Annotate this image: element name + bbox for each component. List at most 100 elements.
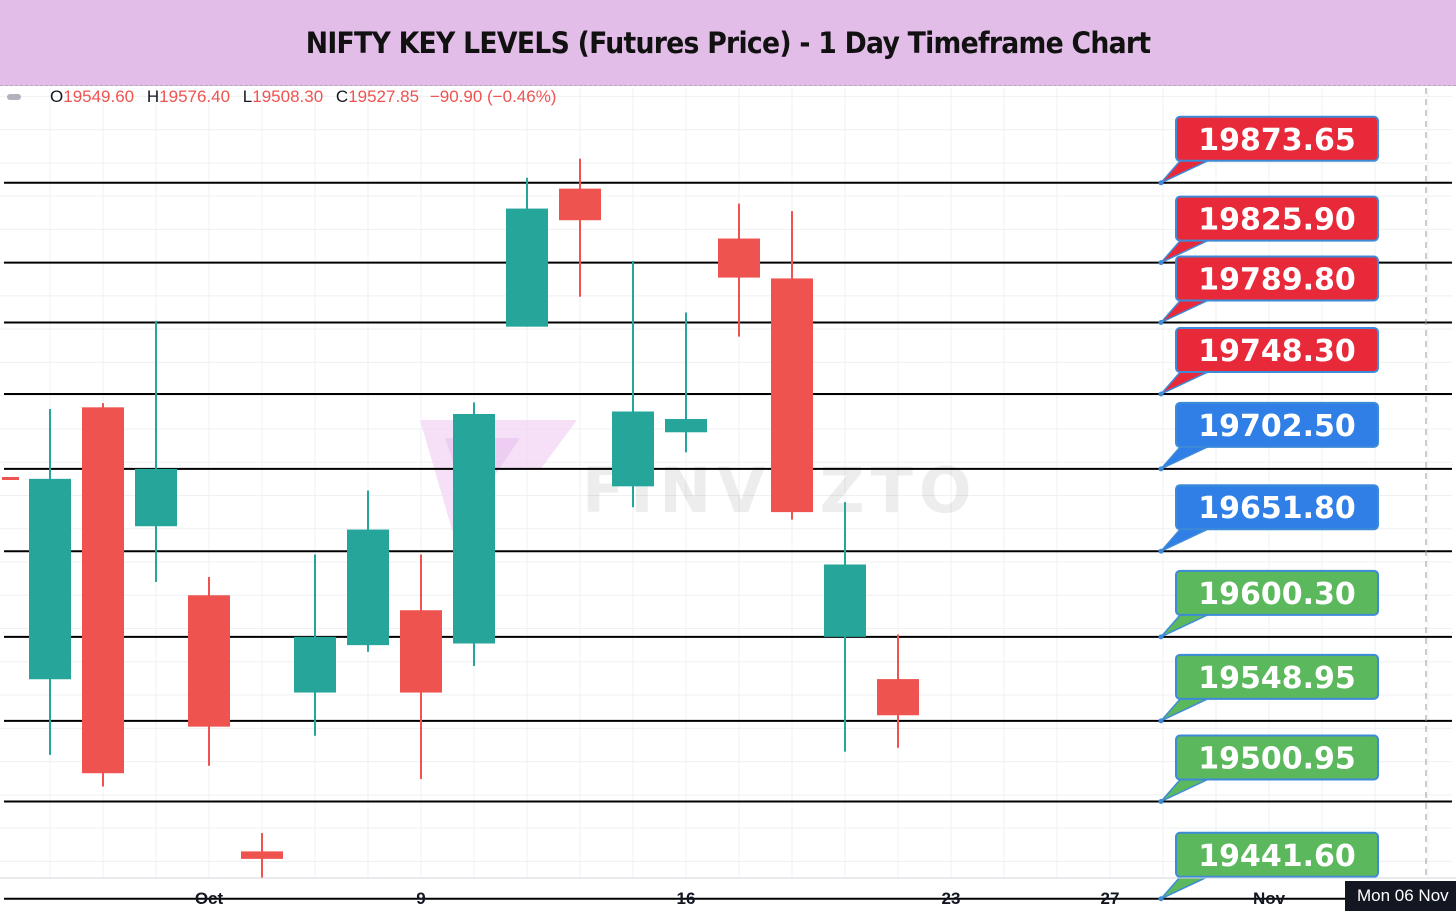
- ohlc-close-value: 19527.85: [348, 87, 420, 106]
- key-level-anchor: [1158, 896, 1164, 902]
- candle: [506, 177, 548, 327]
- key-level-tag: 19651.80: [1158, 484, 1379, 554]
- key-level-tag: 19825.90: [1158, 195, 1379, 266]
- key-level-tag: 19789.80: [1158, 255, 1379, 326]
- key-level-tag-pointer: [1160, 444, 1213, 470]
- candle: [400, 554, 442, 780]
- key-level-tag-pointer: [1160, 526, 1213, 552]
- key-level-value: 19789.80: [1198, 263, 1356, 298]
- grid-lines: [0, 88, 1452, 878]
- x-tick-label: 9: [416, 889, 425, 908]
- price-marker: [2, 477, 19, 480]
- chart-title: NIFTY KEY LEVELS (Futures Price) - 1 Day…: [305, 26, 1151, 60]
- candle: [559, 158, 601, 297]
- ohlc-low-label: L: [242, 87, 253, 106]
- key-level-anchor: [1158, 466, 1164, 472]
- key-level-anchor: [1158, 391, 1164, 397]
- key-level-tag: 19500.95: [1158, 734, 1379, 804]
- title-bar: NIFTY KEY LEVELS (Futures Price) - 1 Day…: [0, 0, 1456, 86]
- ohlc-change-value: −90.90 (−0.46%): [429, 87, 557, 106]
- ohlc-high-value: 19576.40: [159, 87, 231, 106]
- x-tick-label: 27: [1101, 889, 1120, 908]
- candles: [29, 158, 919, 878]
- x-tick-label: Oct: [195, 889, 224, 908]
- key-level-anchor: [1158, 320, 1164, 326]
- crosshair-date-label: Mon 06 Nov: [1345, 881, 1456, 911]
- watermark: FINVEZTO: [420, 420, 972, 540]
- candle: [241, 833, 283, 878]
- key-level-anchor: [1158, 260, 1164, 266]
- candle: [665, 312, 707, 453]
- candle-body: [82, 407, 124, 774]
- key-level-tag: 19702.50: [1158, 401, 1379, 472]
- key-level-value: 19500.95: [1198, 741, 1356, 776]
- key-level-tag-box: [1175, 734, 1379, 781]
- key-level-tag-box: [1175, 327, 1379, 374]
- key-level-tag-box: [1175, 195, 1379, 242]
- candle-body: [506, 208, 548, 327]
- candle: [29, 408, 71, 755]
- candle: [347, 490, 389, 652]
- key-level-tags: 19873.65 19825.90 19789.80 19748.30 19702.50…: [1158, 115, 1379, 902]
- ohlc-low-value: 19508.30: [252, 87, 324, 106]
- candle: [771, 211, 813, 520]
- key-level-tag: 19441.60: [1158, 831, 1379, 902]
- candle-body: [241, 851, 283, 859]
- key-level-value: 19748.30: [1198, 334, 1356, 369]
- candle: [718, 203, 760, 337]
- candle-body: [771, 278, 813, 513]
- ohlc-legend: O19549.60 H19576.40 L19508.30 C19527.85 …: [50, 86, 556, 108]
- candle: [82, 403, 124, 787]
- key-level-value: 19548.95: [1198, 661, 1356, 696]
- key-level-anchor: [1158, 634, 1164, 640]
- x-tick-label: Nov: [1253, 889, 1286, 908]
- key-level-tag-box: [1175, 115, 1379, 162]
- key-level-tag-box: [1175, 653, 1379, 700]
- ohlc-close-label: C: [335, 87, 349, 106]
- key-level-tag: 19600.30: [1158, 569, 1379, 640]
- candle-body: [718, 238, 760, 278]
- key-level-tag-pointer: [1160, 369, 1213, 395]
- candle-body: [559, 188, 601, 221]
- key-level-tag-box: [1175, 831, 1379, 878]
- x-axis: Oct 9 16 23 27 Nov: [195, 889, 1286, 908]
- candle-body: [29, 478, 71, 680]
- key-level-tag-box: [1175, 255, 1379, 302]
- key-level-tag-box: [1175, 401, 1379, 448]
- key-level-value: 19651.80: [1198, 491, 1356, 526]
- x-tick-label: 23: [942, 889, 961, 908]
- key-level-tag-pointer: [1160, 776, 1213, 803]
- candle-body: [824, 564, 866, 637]
- ohlc-high-label: H: [146, 87, 160, 106]
- ohlc-open-value: 19549.60: [63, 87, 135, 106]
- key-level-value: 19825.90: [1198, 203, 1356, 238]
- ohlc-open-label: O: [50, 87, 64, 106]
- key-level-value: 19441.60: [1198, 839, 1356, 874]
- candle-body: [453, 413, 495, 644]
- candle-body: [188, 595, 230, 727]
- candle: [612, 260, 654, 508]
- key-level-tag: 19873.65: [1158, 115, 1379, 186]
- key-level-tag-pointer: [1160, 297, 1213, 324]
- key-level-tag: 19748.30: [1158, 327, 1379, 397]
- candle: [877, 634, 919, 748]
- key-level-anchor: [1158, 180, 1164, 186]
- candle: [824, 502, 866, 752]
- candle-body: [135, 468, 177, 527]
- candle: [294, 554, 336, 736]
- key-level-value: 19702.50: [1198, 409, 1356, 444]
- candle-body: [347, 529, 389, 646]
- key-level-anchor: [1158, 548, 1164, 554]
- key-level-tag: 19548.95: [1158, 653, 1379, 724]
- key-level-value: 19600.30: [1198, 577, 1356, 612]
- key-level-tag-box: [1175, 484, 1379, 531]
- key-level-anchor: [1158, 718, 1164, 724]
- candle-body: [400, 610, 442, 693]
- candle-body: [294, 636, 336, 693]
- key-level-tag-pointer: [1160, 612, 1213, 638]
- candle-body: [877, 679, 919, 716]
- legend-menu-icon[interactable]: [7, 94, 21, 100]
- title-divider: [0, 85, 1456, 86]
